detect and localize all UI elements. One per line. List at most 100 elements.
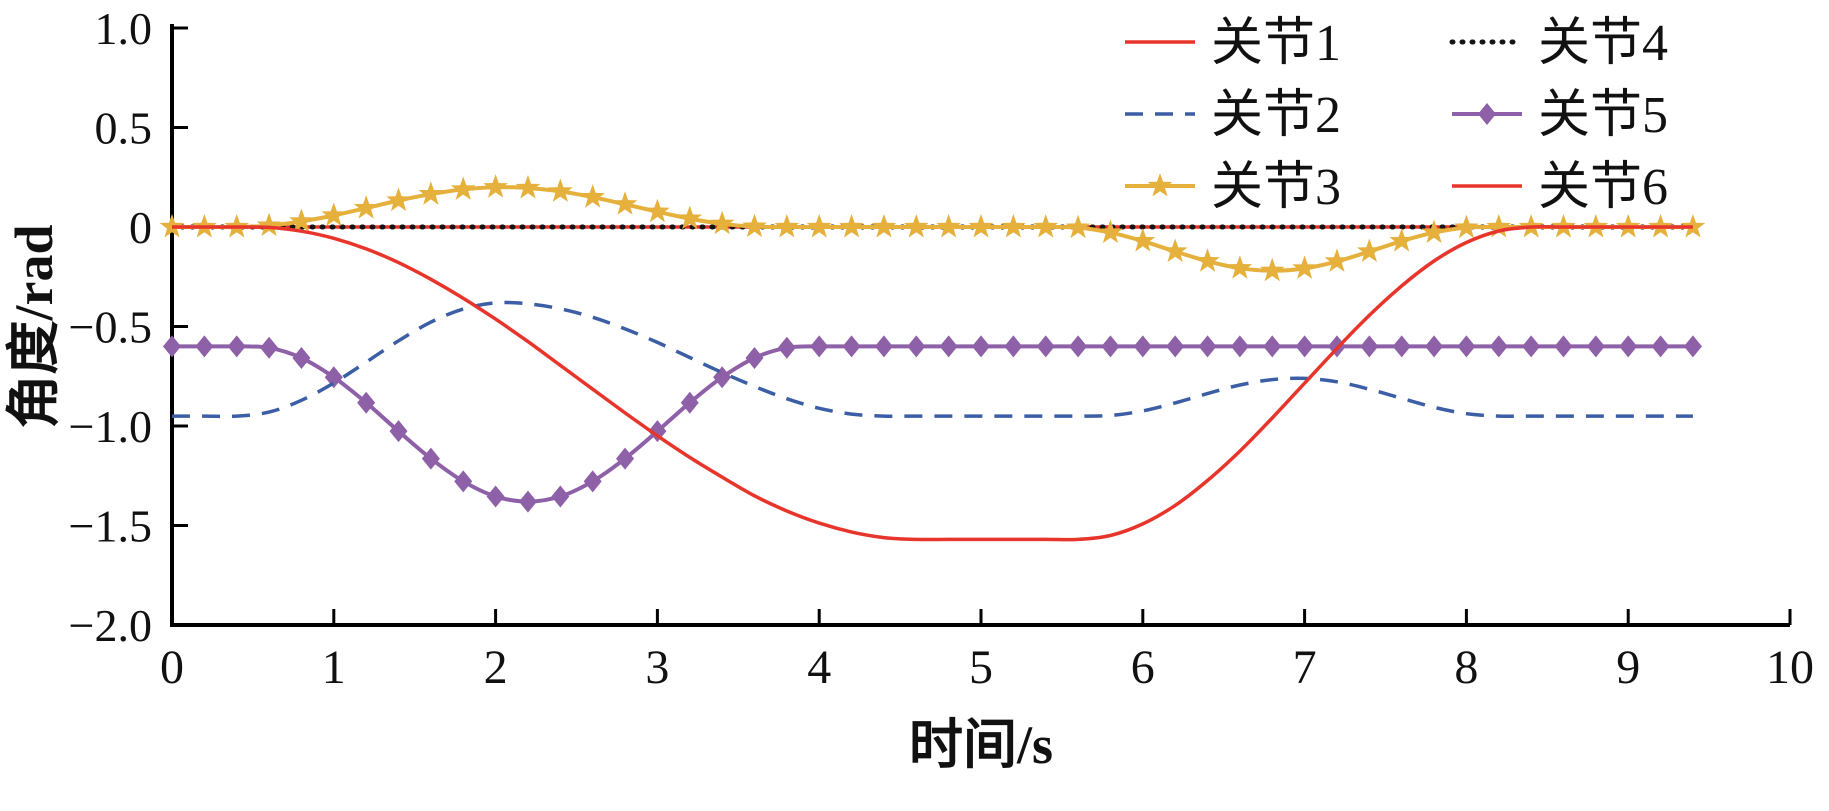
- diamond-marker-icon: [1651, 335, 1670, 358]
- y-tick-label: 0.5: [95, 103, 153, 154]
- legend-label-joint-4: 关节4: [1538, 15, 1668, 72]
- star-marker-icon: [1324, 248, 1350, 272]
- star-marker-icon: [806, 214, 832, 238]
- diamond-marker-icon: [518, 490, 537, 513]
- x-tick-label: 1: [322, 641, 346, 694]
- diamond-marker-icon: [1457, 335, 1476, 358]
- star-marker-icon: [289, 208, 314, 232]
- diamond-marker-icon: [1295, 335, 1314, 358]
- series-joint-1: [171, 224, 1693, 542]
- y-tick-label: −0.5: [69, 302, 152, 353]
- diamond-marker-icon: [195, 335, 214, 358]
- star-marker-icon: [1033, 214, 1059, 238]
- x-tick-label: 7: [1293, 641, 1317, 694]
- legend-item-joint-1: 关节1: [1125, 15, 1341, 72]
- x-tick-label: 6: [1131, 641, 1155, 694]
- star-marker-icon: [612, 191, 638, 215]
- diamond-marker-icon: [1133, 335, 1152, 358]
- star-marker-icon: [1389, 228, 1414, 252]
- diamond-marker-icon: [777, 336, 796, 359]
- star-marker-icon: [968, 214, 994, 238]
- series-line-joint-2: [172, 300, 1693, 419]
- diamond-marker-icon: [421, 447, 440, 470]
- series-joint-3: [159, 174, 1706, 282]
- diamond-marker-icon: [227, 335, 246, 358]
- legend-item-joint-6: 关节6: [1452, 159, 1668, 216]
- star-marker-icon: [256, 212, 282, 237]
- star-marker-icon: [871, 214, 897, 238]
- star-marker-icon: [1421, 219, 1447, 244]
- diamond-marker-icon: [648, 420, 667, 443]
- x-tick-label: 2: [484, 641, 508, 694]
- star-marker-icon: [1227, 255, 1253, 279]
- star-marker-icon: [1259, 257, 1285, 282]
- diamond-marker-icon: [1489, 335, 1508, 358]
- star-marker-icon: [709, 210, 735, 235]
- legend-label-joint-5: 关节5: [1538, 87, 1668, 144]
- star-marker-icon: [774, 214, 800, 238]
- diamond-marker-icon: [745, 346, 764, 369]
- x-tick-label: 5: [969, 641, 993, 694]
- star-marker-icon: [1486, 214, 1512, 238]
- diamond-marker-icon: [1619, 335, 1638, 358]
- diamond-marker-icon: [454, 470, 473, 493]
- diamond-marker-icon: [1263, 335, 1282, 358]
- x-tick-label: 9: [1616, 641, 1640, 694]
- diamond-marker-icon: [810, 335, 829, 358]
- y-tick-label: −1.5: [69, 501, 152, 552]
- y-tick-label: 1.0: [95, 3, 153, 54]
- diamond-marker-icon: [486, 485, 505, 508]
- star-marker-icon: [677, 205, 703, 230]
- diamond-marker-icon: [260, 336, 279, 359]
- star-marker-icon: [1195, 248, 1220, 272]
- series-joint-2: [172, 300, 1693, 419]
- star-marker-icon: [353, 195, 379, 219]
- legend-item-joint-4: 关节4: [1449, 15, 1668, 72]
- star-marker-icon: [936, 214, 961, 238]
- diamond-marker-icon: [1198, 335, 1217, 358]
- y-tick-label: −2.0: [69, 600, 152, 651]
- star-marker-icon: [1147, 173, 1173, 197]
- x-tick-label: 3: [645, 641, 669, 694]
- diamond-marker-icon: [357, 391, 376, 414]
- star-marker-icon: [1001, 214, 1026, 238]
- diamond-marker-icon: [1554, 335, 1573, 358]
- diamond-marker-icon: [1478, 103, 1496, 125]
- star-marker-icon: [1292, 255, 1317, 279]
- star-marker-icon: [580, 184, 605, 208]
- diamond-marker-icon: [1360, 335, 1379, 358]
- star-marker-icon: [321, 202, 347, 226]
- legend-label-joint-3: 关节3: [1211, 159, 1341, 216]
- diamond-marker-icon: [1230, 335, 1249, 358]
- legend-label-joint-6: 关节6: [1538, 159, 1668, 216]
- star-marker-icon: [1454, 214, 1479, 239]
- diamond-marker-icon: [842, 335, 861, 358]
- star-marker-icon: [742, 213, 767, 238]
- y-tick-label: −1.0: [69, 401, 152, 452]
- star-marker-icon: [645, 198, 670, 223]
- star-marker-icon: [386, 187, 411, 212]
- star-marker-icon: [483, 174, 508, 198]
- series-line-joint-1: [171, 224, 1693, 542]
- diamond-marker-icon: [616, 447, 635, 470]
- diamond-marker-icon: [389, 420, 408, 443]
- x-axis-title: 时间/s: [909, 715, 1053, 775]
- diamond-marker-icon: [939, 335, 958, 358]
- diamond-marker-icon: [292, 346, 311, 369]
- star-marker-icon: [450, 176, 476, 200]
- y-axis-title: 角度/rad: [4, 224, 64, 428]
- star-marker-icon: [1162, 238, 1188, 262]
- legend-label-joint-1: 关节1: [1211, 15, 1341, 72]
- star-marker-icon: [1130, 228, 1156, 252]
- star-marker-icon: [1098, 219, 1123, 244]
- diamond-marker-icon: [1101, 335, 1120, 358]
- diamond-marker-icon: [972, 335, 990, 358]
- diamond-marker-icon: [1036, 335, 1055, 358]
- star-marker-icon: [515, 175, 541, 199]
- star-marker-icon: [1680, 214, 1706, 238]
- axes: 0 1 2 3 4 5 6 7 8 9 10 1.0 0.5 0 −0.5 −1.0 −1.5 −2.0 时间/s 角…: [4, 3, 1814, 775]
- star-marker-icon: [548, 178, 573, 202]
- legend-item-joint-5: 关节5: [1452, 87, 1668, 144]
